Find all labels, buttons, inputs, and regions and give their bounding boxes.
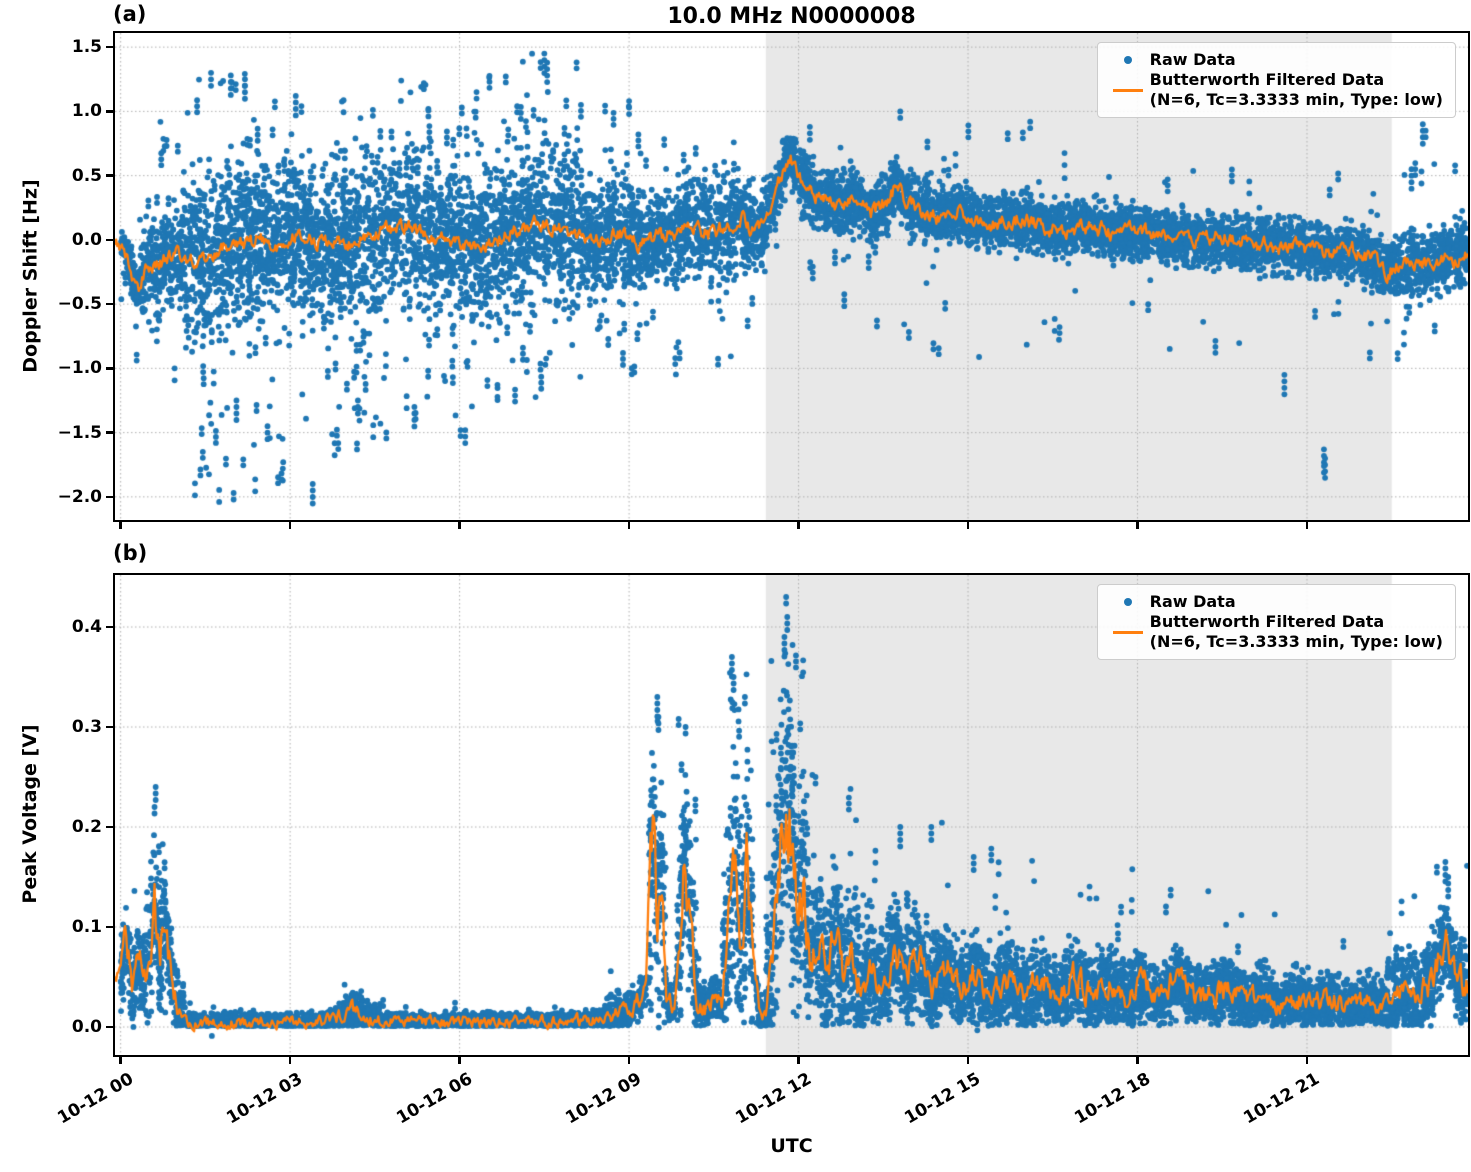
panel-b-ylabel: Peak Voltage [V] (19, 724, 41, 904)
x-tick-mark (797, 520, 800, 529)
y-tick-mark (106, 725, 115, 729)
x-tick-mark (627, 1055, 631, 1064)
panel-b-plot-area: Raw Data Butterworth Filtered Data (N=6,… (113, 573, 1470, 1057)
legend-raw-label: Raw Data (1149, 50, 1236, 69)
y-tick-label: 0.2 (71, 817, 102, 837)
y-tick-mark (106, 495, 115, 499)
x-tick-label: 10-12 21 (1240, 1069, 1323, 1129)
panel-b-legend: Raw Data Butterworth Filtered Data (N=6,… (1096, 584, 1456, 660)
y-tick-label: −2.0 (57, 486, 102, 507)
x-tick-mark (458, 520, 461, 529)
y-tick-label: 0.4 (71, 617, 102, 637)
legend-filtered-entry: Butterworth Filtered Data (N=6, Tc=3.333… (1106, 70, 1443, 110)
legend-filtered-entry: Butterworth Filtered Data (N=6, Tc=3.333… (1106, 612, 1443, 652)
x-tick-label: 10-12 06 (392, 1069, 476, 1129)
y-tick-mark (106, 302, 115, 306)
x-tick-label: 10-12 09 (562, 1069, 646, 1129)
x-tick-label: 10-12 12 (731, 1069, 815, 1129)
y-tick-mark (106, 1025, 115, 1029)
y-tick-label: −1.5 (57, 422, 102, 443)
filtered-line-marker-icon (1112, 88, 1143, 92)
x-tick-mark (288, 1055, 292, 1064)
panel-a-label: (a) (113, 2, 147, 26)
y-tick-label: −0.5 (57, 294, 102, 315)
y-tick-mark (106, 45, 115, 49)
x-tick-mark (627, 520, 631, 529)
filtered-line-marker-icon (1112, 630, 1143, 634)
x-tick-mark (1305, 1055, 1309, 1064)
x-tick-mark (119, 1055, 122, 1064)
legend-filtered-sublabel: (N=6, Tc=3.3333 min, Type: low) (1149, 90, 1443, 109)
y-tick-label: 0.5 (71, 165, 102, 186)
y-tick-label: 1.0 (71, 101, 102, 122)
y-tick-mark (106, 925, 115, 929)
figure-title: 10.0 MHz N0000008 (667, 4, 916, 29)
y-tick-label: −1.0 (57, 358, 102, 379)
x-tick-mark (966, 520, 970, 529)
x-tick-mark (797, 1055, 800, 1064)
y-tick-mark (106, 174, 115, 177)
x-tick-label: 10-12 18 (1070, 1069, 1154, 1129)
y-tick-mark (106, 825, 115, 829)
x-tick-mark (1305, 520, 1309, 529)
x-tick-mark (1136, 1055, 1139, 1064)
y-tick-mark (106, 110, 115, 113)
y-tick-mark (106, 238, 115, 242)
x-axis-label: UTC (770, 1135, 813, 1157)
x-tick-mark (1136, 520, 1139, 529)
legend-raw-label: Raw Data (1149, 592, 1236, 611)
legend-filtered-sublabel: (N=6, Tc=3.3333 min, Type: low) (1149, 632, 1443, 651)
y-tick-mark (106, 625, 115, 629)
x-tick-mark (288, 520, 292, 529)
legend-raw-entry: Raw Data (1106, 592, 1443, 612)
legend-filtered-label: Butterworth Filtered Data (1149, 70, 1385, 89)
panel-a-legend: Raw Data Butterworth Filtered Data (N=6,… (1096, 42, 1456, 118)
legend-raw-entry: Raw Data (1106, 50, 1443, 70)
y-tick-label: 0.0 (71, 229, 102, 250)
legend-filtered-label: Butterworth Filtered Data (1149, 612, 1385, 631)
x-tick-mark (119, 520, 122, 529)
panel-a-plot-area: Raw Data Butterworth Filtered Data (N=6,… (113, 31, 1470, 522)
x-tick-mark (966, 1055, 970, 1064)
y-tick-label: 0.1 (71, 917, 102, 937)
y-tick-label: 0.3 (71, 717, 102, 737)
panel-b-label: (b) (113, 541, 148, 565)
y-tick-mark (106, 367, 115, 370)
x-tick-mark (458, 1055, 461, 1064)
x-tick-label: 10-12 03 (223, 1069, 307, 1129)
y-tick-mark (106, 431, 115, 434)
raw-data-marker-icon (1123, 56, 1132, 64)
raw-data-marker-icon (1123, 598, 1132, 606)
y-tick-label: 0.0 (71, 1017, 102, 1037)
x-tick-label: 10-12 00 (53, 1069, 137, 1129)
x-tick-label: 10-12 15 (901, 1069, 985, 1129)
y-tick-label: 1.5 (71, 37, 102, 58)
